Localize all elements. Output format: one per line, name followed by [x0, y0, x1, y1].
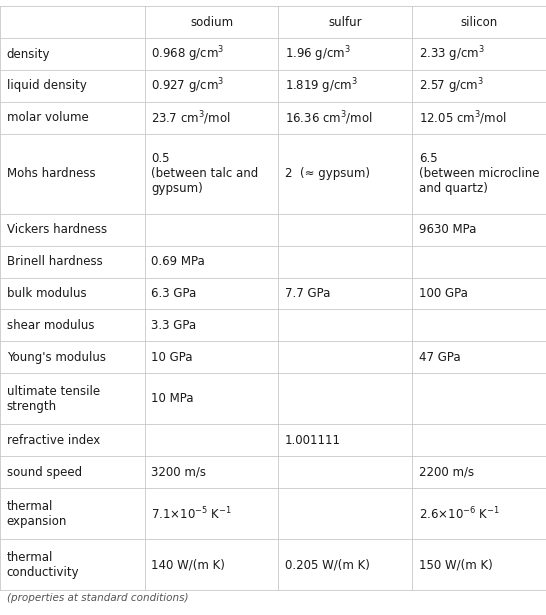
- Text: thermal
conductivity: thermal conductivity: [7, 551, 79, 579]
- Text: liquid density: liquid density: [7, 79, 86, 92]
- Text: 6.5
(between microcline
and quartz): 6.5 (between microcline and quartz): [419, 153, 539, 196]
- Text: 0.968 g/cm$^3$: 0.968 g/cm$^3$: [151, 44, 224, 64]
- Text: 10 GPa: 10 GPa: [151, 351, 193, 364]
- Text: 2.57 g/cm$^3$: 2.57 g/cm$^3$: [419, 76, 484, 96]
- Text: 16.36 cm$^3$/mol: 16.36 cm$^3$/mol: [285, 109, 373, 127]
- Text: 140 W/(m K): 140 W/(m K): [151, 558, 225, 571]
- Text: 2  (≈ gypsum): 2 (≈ gypsum): [285, 167, 370, 180]
- Text: 1.96 g/cm$^3$: 1.96 g/cm$^3$: [285, 44, 351, 64]
- Text: 23.7 cm$^3$/mol: 23.7 cm$^3$/mol: [151, 109, 231, 127]
- Text: 0.69 MPa: 0.69 MPa: [151, 255, 205, 268]
- Text: Mohs hardness: Mohs hardness: [7, 167, 95, 180]
- Text: 100 GPa: 100 GPa: [419, 287, 468, 300]
- Text: 7.1×10$^{-5}$ K$^{-1}$: 7.1×10$^{-5}$ K$^{-1}$: [151, 506, 232, 522]
- Text: Young's modulus: Young's modulus: [7, 351, 105, 364]
- Text: 150 W/(m K): 150 W/(m K): [419, 558, 492, 571]
- Text: 7.7 GPa: 7.7 GPa: [285, 287, 330, 300]
- Text: 2200 m/s: 2200 m/s: [419, 466, 474, 478]
- Text: (properties at standard conditions): (properties at standard conditions): [7, 593, 188, 603]
- Text: 47 GPa: 47 GPa: [419, 351, 460, 364]
- Text: 2.33 g/cm$^3$: 2.33 g/cm$^3$: [419, 44, 485, 64]
- Text: Brinell hardness: Brinell hardness: [7, 255, 102, 268]
- Text: 3200 m/s: 3200 m/s: [151, 466, 206, 478]
- Text: 10 MPa: 10 MPa: [151, 392, 194, 405]
- Text: silicon: silicon: [460, 15, 498, 29]
- Text: 0.927 g/cm$^3$: 0.927 g/cm$^3$: [151, 76, 224, 96]
- Text: sodium: sodium: [190, 15, 233, 29]
- Text: 1.001111: 1.001111: [285, 434, 341, 447]
- Text: ultimate tensile
strength: ultimate tensile strength: [7, 385, 100, 413]
- Text: shear modulus: shear modulus: [7, 319, 94, 332]
- Text: 12.05 cm$^3$/mol: 12.05 cm$^3$/mol: [419, 109, 507, 127]
- Text: sound speed: sound speed: [7, 466, 82, 478]
- Text: 9630 MPa: 9630 MPa: [419, 223, 476, 236]
- Text: sulfur: sulfur: [329, 15, 362, 29]
- Text: Vickers hardness: Vickers hardness: [7, 223, 106, 236]
- Text: thermal
expansion: thermal expansion: [7, 500, 67, 528]
- Text: 3.3 GPa: 3.3 GPa: [151, 319, 197, 332]
- Text: 0.205 W/(m K): 0.205 W/(m K): [285, 558, 370, 571]
- Text: molar volume: molar volume: [7, 111, 88, 124]
- Text: density: density: [7, 47, 50, 60]
- Text: 2.6×10$^{-6}$ K$^{-1}$: 2.6×10$^{-6}$ K$^{-1}$: [419, 506, 500, 522]
- Text: 1.819 g/cm$^3$: 1.819 g/cm$^3$: [285, 76, 358, 96]
- Text: 0.5
(between talc and
gypsum): 0.5 (between talc and gypsum): [151, 153, 258, 196]
- Text: 6.3 GPa: 6.3 GPa: [151, 287, 197, 300]
- Text: bulk modulus: bulk modulus: [7, 287, 86, 300]
- Text: refractive index: refractive index: [7, 434, 100, 447]
